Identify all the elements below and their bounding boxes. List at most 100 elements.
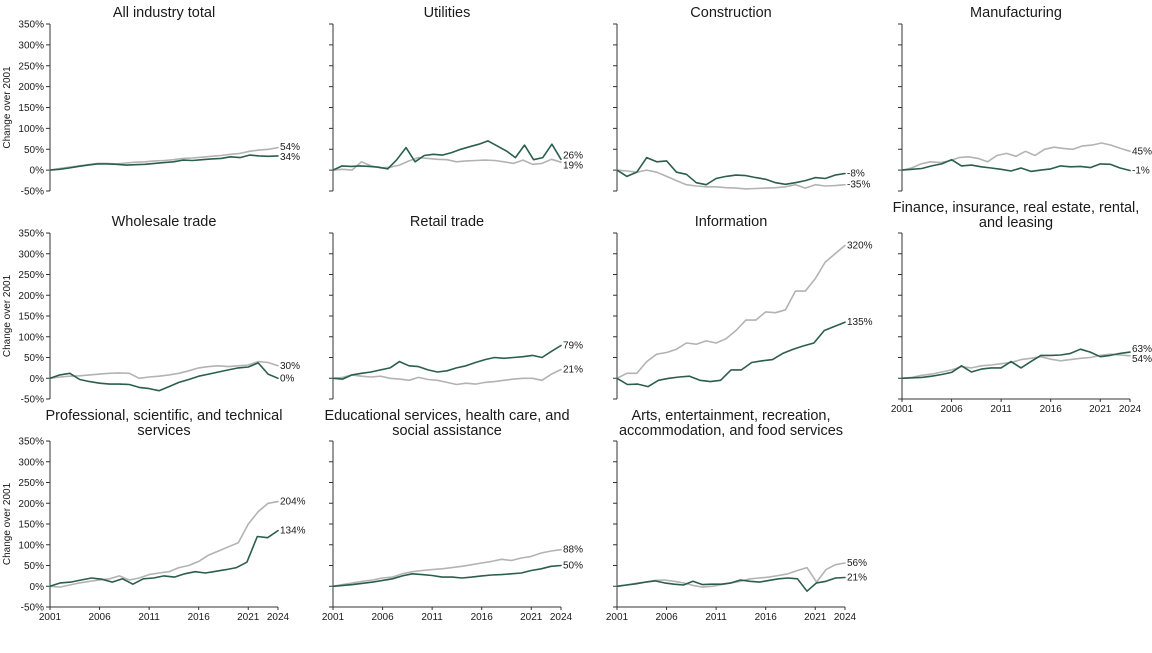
end-label-dark: 21% [847,573,867,584]
y-tick-label: 350% [18,20,44,31]
panel-8: Finance, insurance, real estate, rental,… [891,200,1152,415]
y-tick-label: 250% [18,270,44,281]
panel-title: Construction [690,5,771,21]
y-tick-label: 0% [30,166,45,177]
y-tick-label: 0% [30,582,45,593]
end-label-light: 56% [847,558,867,569]
panel-9: Professional, scientific, and technical s… [2,408,306,623]
series-line-light [901,142,1131,171]
y-tick-label: 50% [24,561,44,572]
end-label-dark: 50% [563,561,583,572]
end-label-dark: 134% [280,526,306,537]
series-line-light [616,169,846,190]
y-tick-label: 300% [18,249,44,260]
panel-2: Utilities 19%26% [329,5,583,192]
y-tick-label: 300% [18,457,44,468]
end-label-light: 88% [563,545,583,556]
x-tick-label: 2001 [322,612,345,623]
series-line-light [332,156,562,171]
x-tick-label: 2021 [1089,404,1112,415]
x-tick-label: 2016 [188,612,211,623]
panel-title: All industry total [113,5,215,21]
y-axis-label: Change over 2001 [2,66,13,149]
y-tick-label: 100% [18,540,44,551]
series-line-dark [616,156,846,186]
y-tick-label: 150% [18,520,44,531]
y-tick-label: 350% [18,229,44,240]
end-label-light: 19% [563,161,583,172]
series-line-dark [332,564,562,588]
y-axis-label: Change over 2001 [2,482,13,565]
panel-10: Educational services, health care, and so… [322,408,583,623]
end-label-light: 320% [847,240,873,251]
panel-6: Retail trade 21% 79% [329,214,583,400]
y-tick-label: 200% [18,499,44,510]
y-tick-label: -50% [21,603,44,614]
y-tick-label: 100% [18,124,44,135]
series-line-dark [616,321,846,388]
x-tick-label: 2011 [138,612,160,623]
end-label-light: 30% [280,361,300,372]
end-label-light: 54% [280,142,300,153]
panel-1: All industry total 350% 300% 250% 200% 150% 10… [2,5,300,198]
x-tick-label: 2011 [705,612,727,623]
series-line-light [49,360,279,380]
panel-title: Information [695,214,768,230]
series-line-light [49,500,279,588]
y-tick-label: 50% [24,353,44,364]
end-label-dark: -1% [1132,166,1150,177]
y-tick-label: 0% [30,374,45,385]
panel-5: Wholesale trade 350% 300% 250% 200% 150% 100% 5… [2,214,300,406]
y-tick-label: 150% [18,103,44,114]
x-tick-label: 2021 [804,612,827,623]
series-line-light [332,548,562,588]
panel-title: Educational services, health care, and so… [324,408,569,439]
y-tick-label: 200% [18,291,44,302]
x-tick-label: 2016 [471,612,494,623]
x-tick-label: 2016 [1040,404,1063,415]
end-label-dark: 63% [1132,344,1152,355]
panel-title: Professional, scientific, and technical s… [46,408,283,439]
end-label-dark: -8% [847,168,865,179]
y-tick-label: 250% [18,61,44,72]
x-tick-label: 2006 [940,404,963,415]
panel-title: Finance, insurance, real estate, rental,… [893,200,1140,231]
series-line-dark [616,576,846,592]
x-tick-label: 2024 [267,612,290,623]
x-tick-label: 2011 [990,404,1012,415]
end-label-light: 54% [1132,354,1152,365]
end-label-dark: 34% [280,152,300,163]
series-line-light [616,244,846,380]
series-line-dark [49,154,279,171]
y-axis-label: Change over 2001 [2,274,13,357]
series-line-dark [49,529,279,588]
y-tick-label: -50% [21,395,44,406]
series-line-dark [332,344,562,380]
end-label-light: 204% [280,497,306,508]
x-tick-label: 2006 [88,612,111,623]
end-label-light: 45% [1132,146,1152,157]
series-line-light [49,146,279,171]
x-tick-label: 2001 [39,612,62,623]
y-tick-label: 250% [18,478,44,489]
panel-7: Information 320% 135% [613,214,873,400]
end-label-dark: 26% [563,151,583,162]
end-label-dark: 0% [280,373,295,384]
panel-title: Manufacturing [970,5,1062,21]
x-tick-label: 2011 [421,612,443,623]
series-line-dark [901,158,1131,173]
series-line-dark [49,362,279,392]
series-line-dark [332,140,562,171]
series-line-light [901,353,1131,380]
y-tick-label: 200% [18,82,44,93]
panel-3: Construction -35%-8% [613,5,870,192]
x-tick-label: 2001 [606,612,629,623]
panel-title: Wholesale trade [112,214,217,230]
x-tick-label: 2021 [520,612,543,623]
panel-4: Manufacturing 45% -1% [898,5,1152,192]
x-tick-label: 2024 [834,612,857,623]
panel-title: Arts, entertainment, recreation, accommod… [619,408,843,439]
series-line-dark [901,348,1131,380]
